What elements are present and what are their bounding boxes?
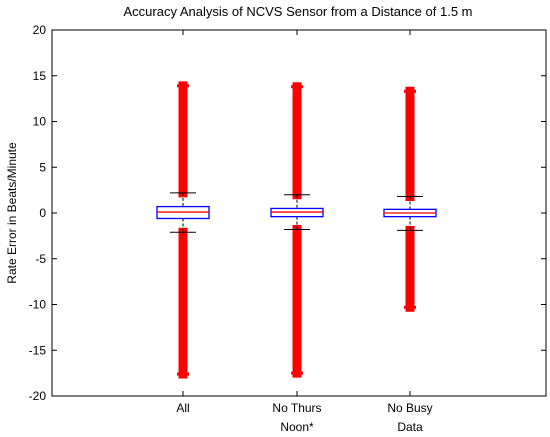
box-group — [156, 81, 210, 379]
y-tick-label: 20 — [33, 23, 47, 37]
y-tick-label: -5 — [35, 252, 46, 266]
x-category-label: Noon* — [280, 420, 314, 434]
x-category-label: No Thurs — [272, 401, 321, 415]
x-category-label: All — [176, 401, 189, 415]
chart-title: Accuracy Analysis of NCVS Sensor from a … — [124, 4, 473, 19]
x-category-label: No Busy — [387, 401, 432, 415]
y-tick-label: 0 — [39, 206, 46, 220]
y-axis-label: Rate Error in Beats/Minute — [5, 142, 19, 284]
box-group — [383, 86, 437, 312]
box-group — [270, 82, 324, 378]
boxes — [156, 81, 437, 379]
y-axis-ticks: 20 15 10 5 0 -5 -10 -15 -20 — [29, 23, 546, 403]
y-tick-label: 15 — [33, 69, 47, 83]
y-tick-label: -10 — [29, 298, 47, 312]
x-axis-categories: All No Thurs Noon* No Busy Data — [176, 30, 433, 434]
x-category-label: Data — [397, 420, 423, 434]
y-tick-label: 5 — [39, 160, 46, 174]
y-tick-label: 10 — [33, 115, 47, 129]
y-tick-label: -15 — [29, 343, 47, 357]
y-tick-label: -20 — [29, 389, 47, 403]
